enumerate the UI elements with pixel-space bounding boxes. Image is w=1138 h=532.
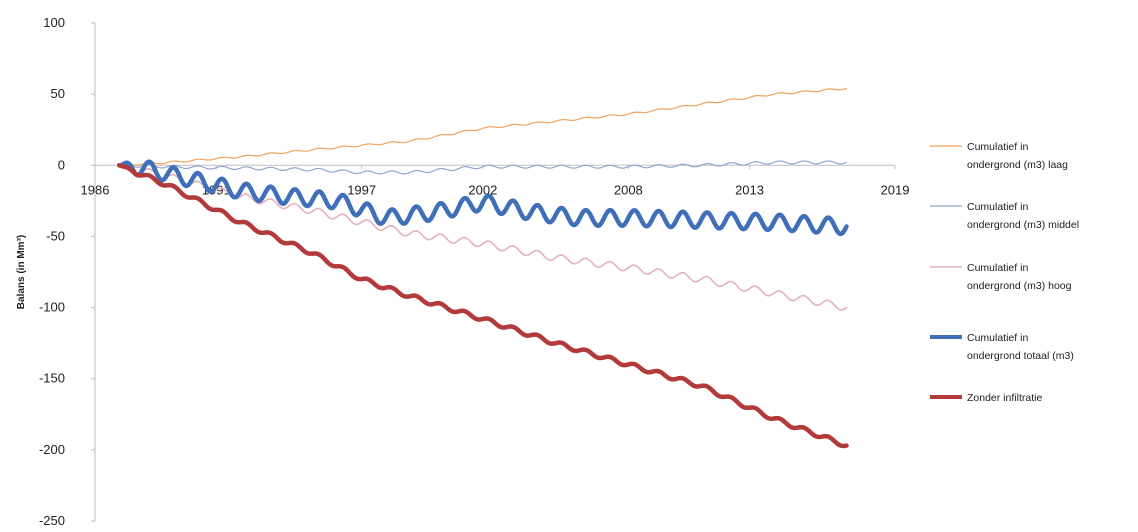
y-tick-label: -250 (39, 513, 65, 528)
x-tick-label: 2002 (468, 182, 497, 197)
x-tick-label: 2008 (614, 182, 643, 197)
series-line-5 (116, 163, 849, 449)
series-lines (116, 87, 849, 449)
y-axis-title: Balans (in Mm³) (16, 235, 27, 309)
x-tick-label: 2013 (735, 182, 764, 197)
series-line-4 (116, 159, 849, 237)
legend-label-2: Cumulatief in ondergrond (m3) middel (967, 201, 1079, 231)
legend-label-3: Cumulatief in ondergrond (m3) hoog (967, 262, 1072, 292)
y-tick-label: -200 (39, 442, 65, 457)
y-tick-label: -50 (46, 228, 65, 243)
y-tick-label: -150 (39, 371, 65, 386)
series-line-3 (118, 164, 848, 311)
y-tick-label: 100 (43, 15, 65, 30)
legend-label-5: Zonder infiltratie (967, 392, 1042, 404)
x-tick-label: 1997 (347, 182, 376, 197)
y-tick-label: 0 (58, 157, 65, 172)
x-tick-label: 2019 (881, 182, 910, 197)
legend: Cumulatief in ondergrond (m3) laag Cumulat… (930, 141, 1079, 404)
legend-label-1: Cumulatief in ondergrond (m3) laag (967, 141, 1068, 171)
y-tick-label: 50 (51, 86, 65, 101)
x-tick-label: 1986 (81, 182, 110, 197)
series-line-2 (118, 160, 848, 175)
series-line-1 (118, 87, 848, 166)
y-tick-label: -100 (39, 300, 65, 315)
legend-label-4: Cumulatief in ondergrond totaal (m3) (967, 332, 1074, 362)
